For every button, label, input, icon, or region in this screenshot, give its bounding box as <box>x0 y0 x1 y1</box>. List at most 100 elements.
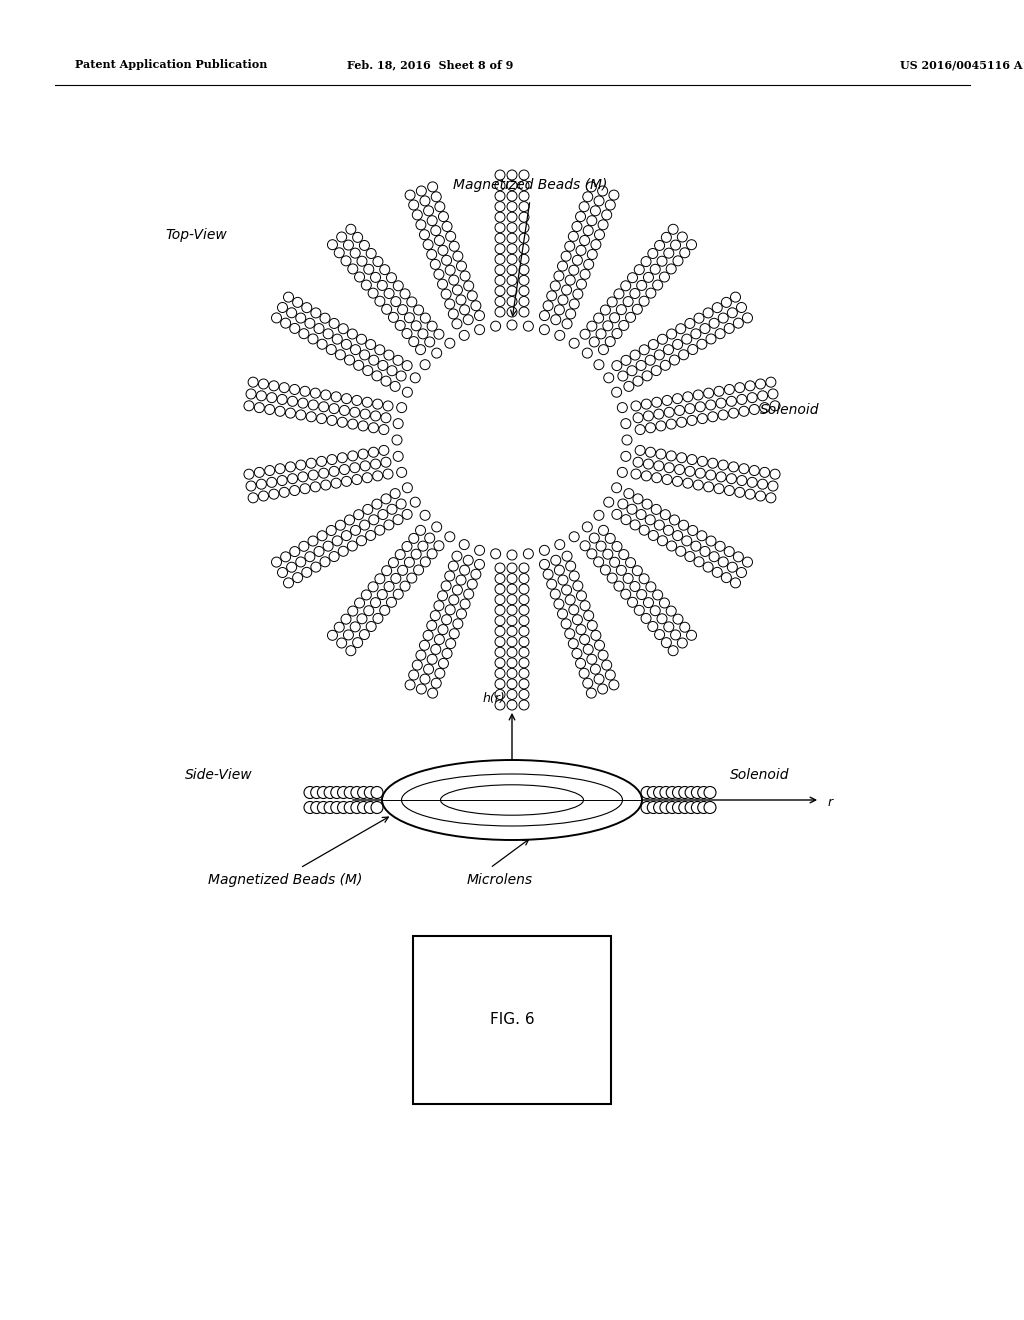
Circle shape <box>474 325 484 335</box>
Circle shape <box>612 329 622 338</box>
Circle shape <box>673 393 682 404</box>
Circle shape <box>645 355 655 366</box>
Circle shape <box>645 422 655 433</box>
Circle shape <box>495 202 505 211</box>
Circle shape <box>381 376 391 387</box>
Circle shape <box>703 562 713 572</box>
Circle shape <box>373 399 383 409</box>
Circle shape <box>393 515 403 524</box>
Circle shape <box>557 261 567 271</box>
Circle shape <box>680 622 690 632</box>
Circle shape <box>495 191 505 201</box>
Circle shape <box>617 371 628 381</box>
Circle shape <box>341 339 351 350</box>
Circle shape <box>381 457 391 467</box>
Text: US 2016/0045116 A1: US 2016/0045116 A1 <box>900 59 1024 70</box>
Circle shape <box>438 659 449 668</box>
Circle shape <box>457 609 467 619</box>
Circle shape <box>430 260 440 269</box>
Circle shape <box>396 371 407 381</box>
Circle shape <box>460 565 470 576</box>
Circle shape <box>402 329 412 338</box>
Circle shape <box>269 490 279 499</box>
Circle shape <box>342 477 351 486</box>
Circle shape <box>409 337 419 347</box>
Circle shape <box>718 313 728 323</box>
Circle shape <box>697 457 708 466</box>
Circle shape <box>390 488 400 499</box>
Circle shape <box>438 211 449 222</box>
Text: Solenoid: Solenoid <box>730 768 790 781</box>
Circle shape <box>641 801 653 813</box>
Circle shape <box>507 583 517 594</box>
Circle shape <box>386 597 396 607</box>
Circle shape <box>387 504 397 515</box>
Text: Microlens: Microlens <box>467 873 534 887</box>
Circle shape <box>714 387 724 396</box>
Circle shape <box>568 605 579 615</box>
Circle shape <box>643 272 653 282</box>
Circle shape <box>691 329 700 339</box>
Circle shape <box>627 366 637 376</box>
Circle shape <box>334 248 344 257</box>
Circle shape <box>607 297 617 308</box>
Circle shape <box>580 541 590 550</box>
Circle shape <box>766 378 776 387</box>
Circle shape <box>507 286 517 296</box>
Circle shape <box>420 675 430 684</box>
Circle shape <box>495 308 505 317</box>
Circle shape <box>449 561 459 572</box>
Circle shape <box>287 562 297 573</box>
Circle shape <box>395 321 406 330</box>
Circle shape <box>643 411 653 421</box>
Circle shape <box>564 242 574 251</box>
Circle shape <box>267 478 276 487</box>
Circle shape <box>618 321 629 330</box>
Text: Patent Application Publication: Patent Application Publication <box>75 59 267 70</box>
Circle shape <box>580 269 590 280</box>
Circle shape <box>664 525 674 536</box>
Circle shape <box>659 801 672 813</box>
Circle shape <box>437 280 447 289</box>
Circle shape <box>673 339 683 350</box>
Circle shape <box>286 408 296 418</box>
Circle shape <box>460 305 470 314</box>
Circle shape <box>358 449 368 459</box>
Circle shape <box>639 574 649 583</box>
Circle shape <box>584 260 594 269</box>
Circle shape <box>281 318 291 329</box>
Circle shape <box>434 541 444 550</box>
Circle shape <box>519 615 529 626</box>
Circle shape <box>381 494 391 504</box>
Circle shape <box>730 578 740 587</box>
Circle shape <box>600 305 610 315</box>
Circle shape <box>591 631 601 640</box>
Circle shape <box>633 566 642 576</box>
Circle shape <box>602 660 611 671</box>
Circle shape <box>677 453 687 463</box>
Circle shape <box>715 329 725 339</box>
Circle shape <box>248 492 258 503</box>
Circle shape <box>594 557 603 566</box>
Circle shape <box>594 195 604 206</box>
Circle shape <box>360 461 371 471</box>
Circle shape <box>602 210 611 220</box>
Circle shape <box>362 473 373 483</box>
Circle shape <box>316 457 327 466</box>
Circle shape <box>318 401 329 412</box>
Circle shape <box>444 532 455 541</box>
Circle shape <box>621 281 631 290</box>
Circle shape <box>673 256 683 265</box>
Circle shape <box>421 557 430 566</box>
Circle shape <box>758 479 768 490</box>
Circle shape <box>353 360 364 371</box>
Circle shape <box>362 397 373 408</box>
Circle shape <box>254 467 264 478</box>
Circle shape <box>572 289 583 300</box>
Circle shape <box>379 425 389 434</box>
Circle shape <box>387 366 397 376</box>
Circle shape <box>703 308 713 318</box>
Circle shape <box>609 680 618 690</box>
Circle shape <box>424 664 433 675</box>
Circle shape <box>626 557 636 568</box>
